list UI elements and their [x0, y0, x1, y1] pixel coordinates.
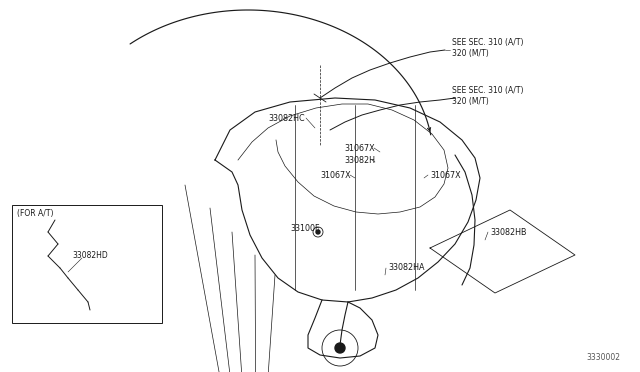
Text: 33082HC: 33082HC	[268, 113, 305, 122]
Text: 33082H: 33082H	[344, 155, 375, 164]
Circle shape	[335, 343, 345, 353]
Text: 31067X: 31067X	[430, 170, 461, 180]
Text: 33100F: 33100F	[290, 224, 319, 232]
Circle shape	[316, 230, 320, 234]
Text: 3330002: 3330002	[586, 353, 620, 362]
Text: 31067X: 31067X	[344, 144, 374, 153]
Bar	[12, 205, 162, 323]
Text: SEE SEC. 310 (A/T): SEE SEC. 310 (A/T)	[452, 86, 524, 94]
Text: SEE SEC. 310 (A/T): SEE SEC. 310 (A/T)	[452, 38, 524, 46]
Text: 320 (M/T): 320 (M/T)	[452, 48, 489, 58]
Text: 33082HB: 33082HB	[490, 228, 527, 237]
Text: 320 (M/T): 320 (M/T)	[452, 96, 489, 106]
Text: 33082HD: 33082HD	[72, 250, 108, 260]
Text: 31067X: 31067X	[320, 170, 351, 180]
Text: (FOR A/T): (FOR A/T)	[17, 208, 54, 218]
Text: 33082HA: 33082HA	[388, 263, 424, 273]
